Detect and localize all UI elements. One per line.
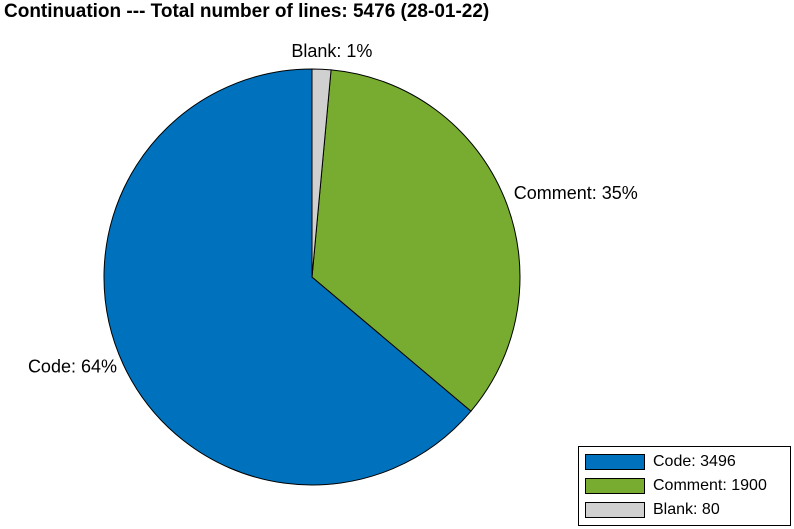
legend-swatch-blank xyxy=(585,502,645,518)
legend-swatch-code xyxy=(585,454,645,470)
legend-item-blank: Blank: 80 xyxy=(585,500,720,520)
chart-title: Continuation --- Total number of lines: … xyxy=(4,1,490,22)
legend-item-comment: Comment: 1900 xyxy=(585,476,767,496)
pie-slice-code xyxy=(103,68,472,486)
slice-label-comment: Comment: 35% xyxy=(514,183,638,203)
legend-item-code: Code: 3496 xyxy=(585,452,736,472)
pie-slice-comment xyxy=(311,69,521,412)
legend-label-code: Code: 3496 xyxy=(653,453,736,470)
legend-swatch-comment xyxy=(585,478,645,494)
legend: Code: 3496 Comment: 1900 Blank: 80 xyxy=(578,446,791,526)
legend-label-blank: Blank: 80 xyxy=(653,501,720,518)
slice-label-blank: Blank: 1% xyxy=(291,41,372,61)
slice-label-code: Code: 64% xyxy=(28,356,117,376)
pie-slice-blank xyxy=(311,68,332,278)
legend-label-comment: Comment: 1900 xyxy=(653,477,767,494)
